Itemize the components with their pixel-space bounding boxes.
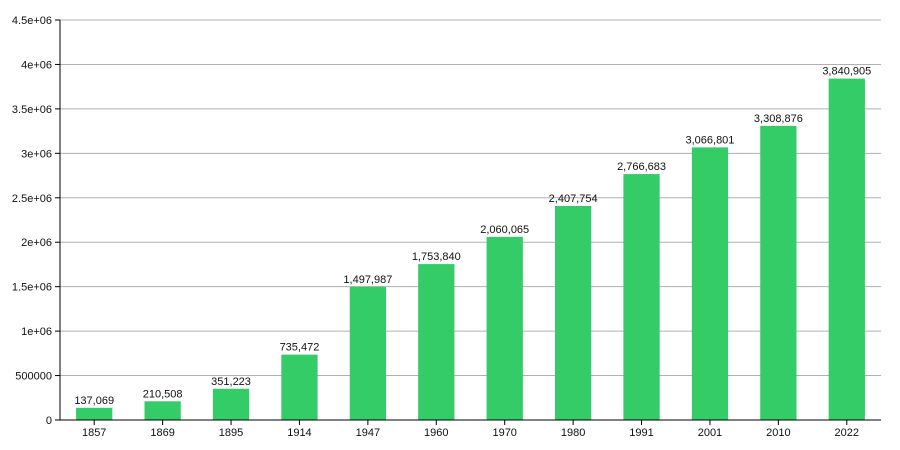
data-label-1980: 2,407,754 [549, 193, 598, 205]
bar-1960 [418, 264, 455, 420]
bar-1980 [554, 205, 592, 420]
x-tick-label-2001: 2001 [698, 427, 722, 439]
data-label-1960: 1,753,840 [412, 251, 461, 263]
data-label-1947: 1,497,987 [343, 274, 392, 286]
data-label-1857: 137,069 [74, 395, 114, 407]
y-tick-label-3: 1.5e+06 [12, 282, 52, 294]
bar-1869 [144, 401, 181, 420]
bars [76, 78, 865, 421]
data-label-1895: 351,223 [211, 376, 251, 388]
bar-1857 [76, 407, 113, 420]
x-tick-label-1857: 1857 [82, 427, 106, 439]
bar-1914 [281, 354, 318, 420]
x-tick-label-1960: 1960 [424, 427, 448, 439]
bar-1947 [349, 286, 387, 420]
y-tick-label-6: 3e+06 [21, 148, 52, 160]
x-tick-label-1991: 1991 [629, 427, 653, 439]
y-tick-label-2: 1e+06 [21, 326, 52, 338]
data-labels: 137,069 210,508 351,223 735,472 1,497,987 1,7… [74, 66, 871, 407]
bar-2010 [760, 125, 797, 420]
bar-1991 [623, 174, 660, 420]
data-label-2001: 3,066,801 [685, 134, 734, 146]
y-tick-label-7: 3.5e+06 [12, 104, 52, 116]
data-label-2022: 3,840,905 [822, 66, 871, 78]
y-axis-ticks: 0 500000 1e+06 1.5e+06 2e+06 2.5e+06 3e+06 3.5e… [12, 15, 60, 427]
data-label-1991: 2,766,683 [617, 161, 666, 173]
x-axis-ticks: 1857 1869 1895 1914 1947 1960 1970 1980 1991 2001… [82, 420, 859, 439]
x-tick-label-2022: 2022 [835, 427, 859, 439]
data-label-1970: 2,060,065 [480, 224, 529, 236]
y-tick-label-8: 4e+06 [21, 59, 52, 71]
y-tick-label-1: 500000 [15, 371, 52, 383]
grid-lines [60, 19, 881, 377]
x-tick-label-1869: 1869 [150, 427, 174, 439]
y-tick-label-4: 2e+06 [21, 237, 52, 249]
y-tick-label-5: 2.5e+06 [12, 193, 52, 205]
x-tick-label-1914: 1914 [287, 427, 311, 439]
x-tick-label-1895: 1895 [219, 427, 243, 439]
data-label-1914: 735,472 [280, 342, 320, 354]
x-tick-label-1970: 1970 [492, 427, 516, 439]
data-label-2010: 3,308,876 [754, 113, 803, 125]
bar-2022 [828, 78, 865, 421]
bar-1895 [212, 388, 250, 420]
bar-2001 [691, 147, 729, 421]
y-tick-label-9: 4.5e+06 [12, 15, 52, 27]
bar-1970 [486, 236, 523, 420]
data-label-1869: 210,508 [143, 388, 183, 400]
x-tick-label-1980: 1980 [561, 427, 585, 439]
x-tick-label-1947: 1947 [356, 427, 380, 439]
x-tick-label-2010: 2010 [766, 427, 790, 439]
y-tick-label-0: 0 [46, 415, 52, 427]
